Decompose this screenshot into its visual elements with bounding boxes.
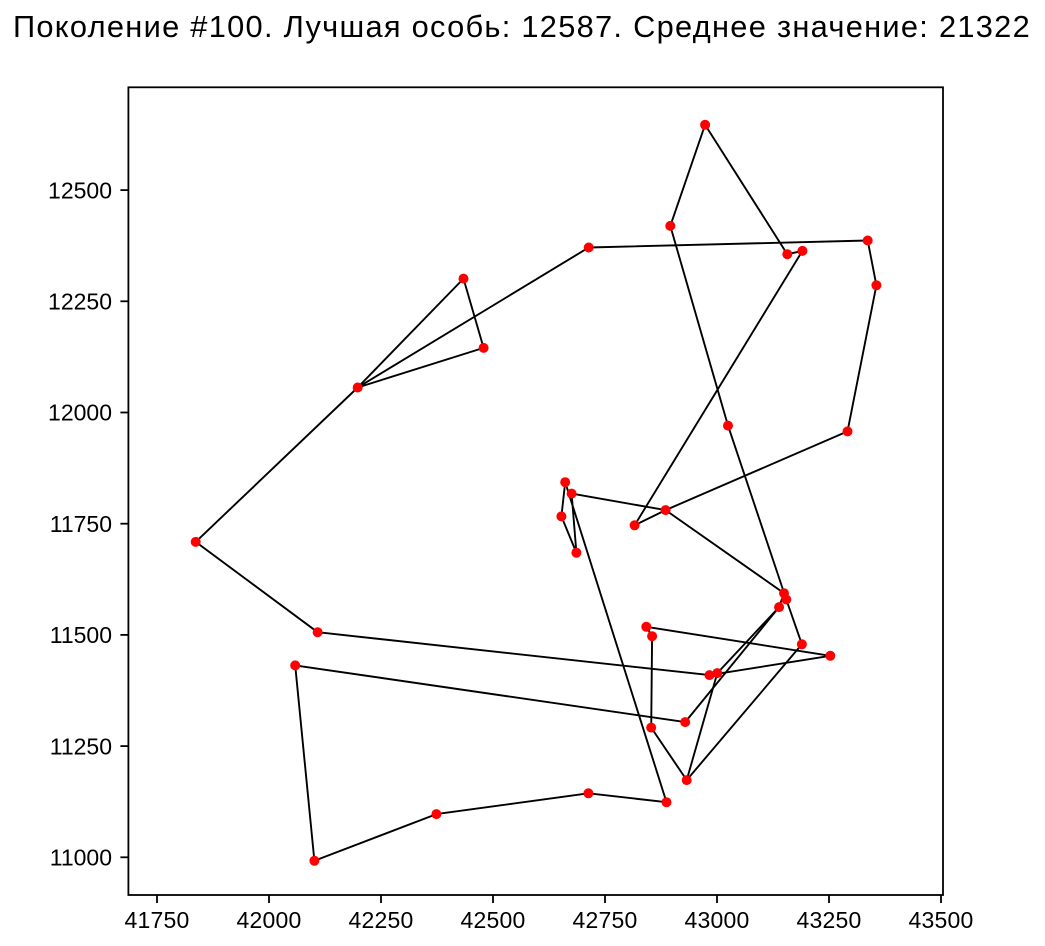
- svg-text:12000: 12000: [48, 400, 112, 426]
- svg-text:43250: 43250: [797, 907, 862, 933]
- svg-text:42250: 42250: [349, 907, 414, 933]
- svg-text:12500: 12500: [48, 177, 112, 203]
- svg-text:11500: 11500: [50, 622, 112, 648]
- svg-text:41750: 41750: [125, 907, 190, 933]
- svg-text:42750: 42750: [573, 907, 638, 933]
- svg-text:42500: 42500: [461, 907, 526, 933]
- svg-text:11000: 11000: [50, 845, 112, 871]
- svg-text:42000: 42000: [237, 907, 302, 933]
- svg-text:43500: 43500: [909, 907, 974, 933]
- svg-text:11250: 11250: [50, 733, 112, 759]
- svg-text:12250: 12250: [48, 289, 112, 315]
- svg-text:43000: 43000: [685, 907, 750, 933]
- svg-text:11750: 11750: [50, 511, 112, 537]
- svg-text:Поколение #100. Лучшая особь:: Поколение #100. Лучшая особь: 12587. Сре…: [13, 9, 1031, 44]
